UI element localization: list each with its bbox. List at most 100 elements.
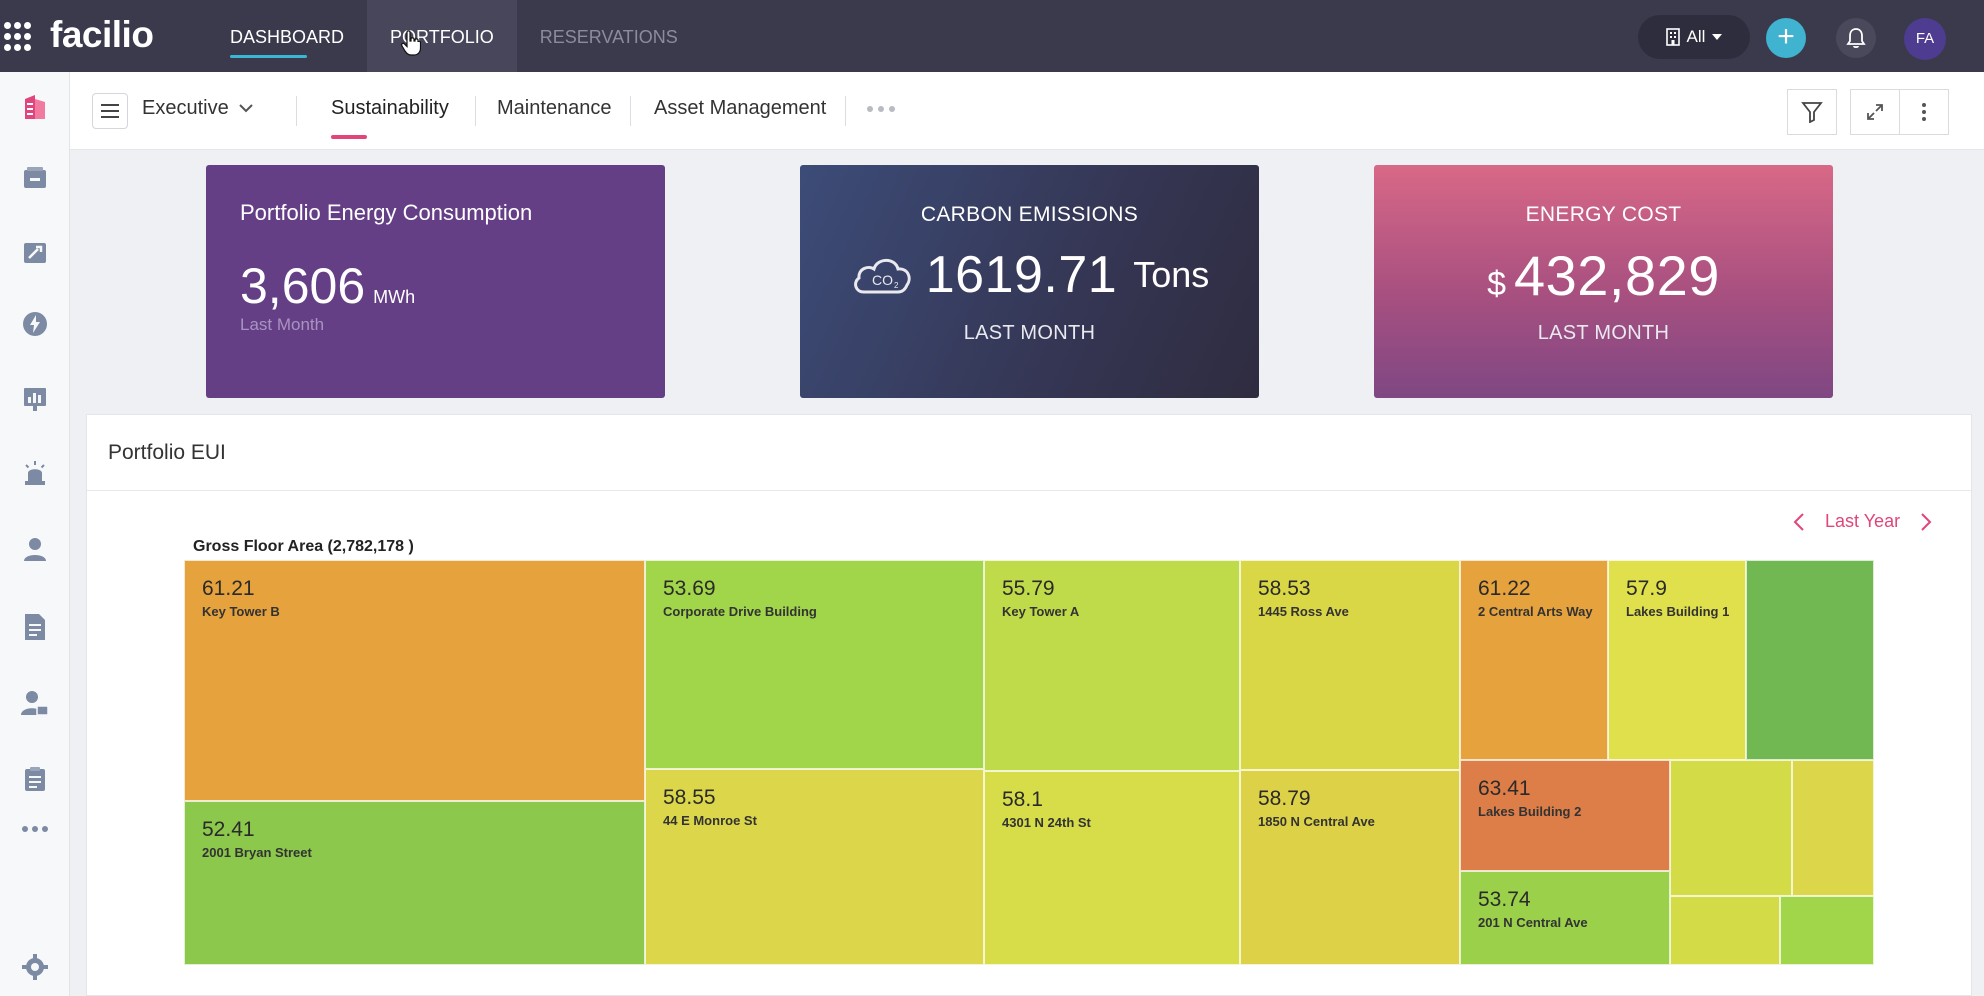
carbon-emissions-card[interactable]: CARBON EMISSIONS CO 2 1619.71 Tons LAST … (800, 165, 1259, 398)
cell-name: 1445 Ross Ave (1258, 604, 1349, 619)
filter-button[interactable] (1787, 89, 1837, 135)
hand-cursor-icon (401, 30, 421, 56)
site-filter-label: All (1686, 27, 1706, 46)
cell-name: Corporate Drive Building (663, 604, 817, 619)
period-label[interactable]: Last Year (1825, 511, 1901, 531)
treemap-title: Gross Floor Area (2,782,178 ) (193, 538, 414, 555)
add-button[interactable]: + (1766, 18, 1806, 58)
treemap-cell[interactable]: 53.69 Corporate Drive Building (645, 560, 984, 769)
bell-icon (1846, 28, 1866, 49)
treemap-cell-unlabeled[interactable] (1670, 760, 1792, 896)
cell-name: 201 N Central Ave (1478, 915, 1588, 930)
site-filter-dropdown[interactable]: All (1638, 15, 1750, 59)
cell-value: 61.21 (202, 577, 255, 600)
carbon-unit: Tons (1133, 254, 1210, 295)
svg-text:CO: CO (872, 272, 893, 288)
hamburger-menu-button[interactable] (92, 93, 128, 129)
nav-tab-portfolio[interactable]: PORTFOLIO (367, 0, 517, 72)
checklist-clipboard-icon[interactable] (18, 762, 52, 796)
treemap-cell[interactable]: 61.21 Key Tower B (184, 560, 645, 801)
notifications-button[interactable] (1836, 18, 1876, 58)
treemap-cell-unlabeled[interactable] (1670, 896, 1780, 965)
facilio-logo[interactable]: facilio (50, 14, 154, 55)
chevron-down-icon (239, 104, 253, 113)
fullscreen-button[interactable] (1850, 89, 1900, 135)
co2-cloud-icon: CO 2 (853, 258, 911, 294)
portfolio-building-icon[interactable] (18, 90, 52, 124)
cost-value: 432,829 (1513, 244, 1720, 307)
divider (296, 96, 297, 126)
energy-consumption-card[interactable]: Portfolio Energy Consumption 3,606 MWh La… (206, 165, 665, 398)
cost-card-title: ENERGY COST (1525, 203, 1682, 226)
cell-value: 61.22 (1478, 577, 1531, 600)
treemap-cell[interactable]: 58.53 1445 Ross Ave (1240, 560, 1460, 770)
treemap-cell-unlabeled[interactable] (1780, 896, 1874, 965)
divider (475, 96, 476, 126)
nav-tab-reservations[interactable]: RESERVATIONS (539, 27, 678, 47)
invoice-document-icon[interactable] (18, 610, 52, 644)
dashboard-subheader: Executive Sustainability Maintenance Ass… (70, 72, 1984, 150)
eui-panel-title: Portfolio EUI (87, 415, 1971, 491)
tab-maintenance[interactable]: Maintenance (497, 97, 612, 119)
treemap-cell[interactable]: 58.55 44 E Monroe St (645, 769, 984, 965)
next-period-icon[interactable] (1920, 512, 1932, 532)
energy-bolt-icon[interactable] (18, 307, 52, 341)
nav-tab-dashboard[interactable]: DASHBOARD (207, 0, 367, 72)
kebab-menu-icon (1922, 103, 1926, 121)
treemap-cell[interactable]: 61.22 2 Central Arts Way (1460, 560, 1608, 760)
treemap-cell[interactable]: 52.41 2001 Bryan Street (184, 801, 645, 965)
energy-value-row: 3,606 MWh (240, 257, 415, 315)
cost-period: LAST MONTH (1537, 322, 1670, 344)
energy-value: 3,606 (240, 258, 366, 314)
carbon-card-title: CARBON EMISSIONS (920, 203, 1139, 226)
more-modules-icon[interactable] (18, 812, 52, 846)
cost-value-row: $ 432,829 (1374, 243, 1833, 308)
treemap-cell[interactable]: 58.79 1850 N Central Ave (1240, 770, 1460, 965)
cell-name: 1850 N Central Ave (1258, 814, 1375, 829)
treemap-cell[interactable]: 57.9 Lakes Building 1 (1608, 560, 1746, 760)
tab-asset-management[interactable]: Asset Management (654, 97, 827, 119)
cell-value: 57.9 (1626, 577, 1667, 600)
user-avatar[interactable]: FA (1904, 18, 1946, 60)
main-nav-tabs: DASHBOARD PORTFOLIO RESERVATIONS (207, 0, 701, 72)
more-tabs-icon[interactable] (867, 106, 895, 112)
carbon-period: LAST MONTH (963, 322, 1096, 344)
dashboard-folder-dropdown[interactable]: Executive (142, 97, 253, 120)
treemap-cell[interactable]: 55.79 Key Tower A (984, 560, 1240, 771)
cell-name: 2001 Bryan Street (202, 845, 312, 860)
treemap-cell-unlabeled[interactable] (1792, 760, 1874, 896)
hamburger-icon (101, 104, 119, 118)
cell-name: Key Tower B (202, 604, 280, 619)
tab-sustainability[interactable]: Sustainability (331, 97, 449, 139)
cell-value: 58.55 (663, 786, 716, 809)
left-sidebar (0, 72, 70, 996)
building-icon (1665, 28, 1680, 46)
treemap-cell-unlabeled[interactable] (1746, 560, 1874, 760)
treemap-cell[interactable]: 53.74 201 N Central Ave (1460, 871, 1670, 965)
alarm-siren-icon[interactable] (18, 456, 52, 490)
cell-name: 4301 N 24th St (1002, 815, 1091, 830)
people-user-icon[interactable] (18, 532, 52, 566)
carbon-value-row: CO 2 1619.71 Tons (800, 245, 1259, 305)
svg-text:2: 2 (894, 281, 899, 290)
energy-cost-card[interactable]: ENERGY COST $ 432,829 LAST MONTH (1374, 165, 1833, 398)
inbox-icon[interactable] (18, 162, 52, 196)
eui-treemap: 61.21 Key Tower B 52.41 2001 Bryan Stree… (184, 560, 1874, 965)
carbon-value: 1619.71 (925, 246, 1118, 304)
tenant-contact-icon[interactable] (18, 686, 52, 720)
treemap-cell[interactable]: 63.41 Lakes Building 2 (1460, 760, 1670, 871)
period-selector: Last Year (1793, 511, 1932, 532)
prev-period-icon[interactable] (1793, 512, 1805, 532)
cell-value: 53.74 (1478, 888, 1531, 911)
cell-value: 58.79 (1258, 787, 1311, 810)
filter-funnel-icon (1801, 102, 1823, 123)
top-nav-bar: facilio DASHBOARD PORTFOLIO RESERVATIONS… (0, 0, 1984, 72)
more-options-button[interactable] (1899, 89, 1949, 135)
maintenance-tools-icon[interactable] (18, 235, 52, 269)
cell-name: Key Tower A (1002, 604, 1080, 619)
app-launcher-icon[interactable] (4, 22, 34, 52)
settings-gear-icon[interactable] (18, 950, 52, 984)
treemap-cell[interactable]: 58.1 4301 N 24th St (984, 771, 1240, 965)
energy-unit: MWh (373, 287, 416, 307)
reports-chart-icon[interactable] (18, 382, 52, 416)
